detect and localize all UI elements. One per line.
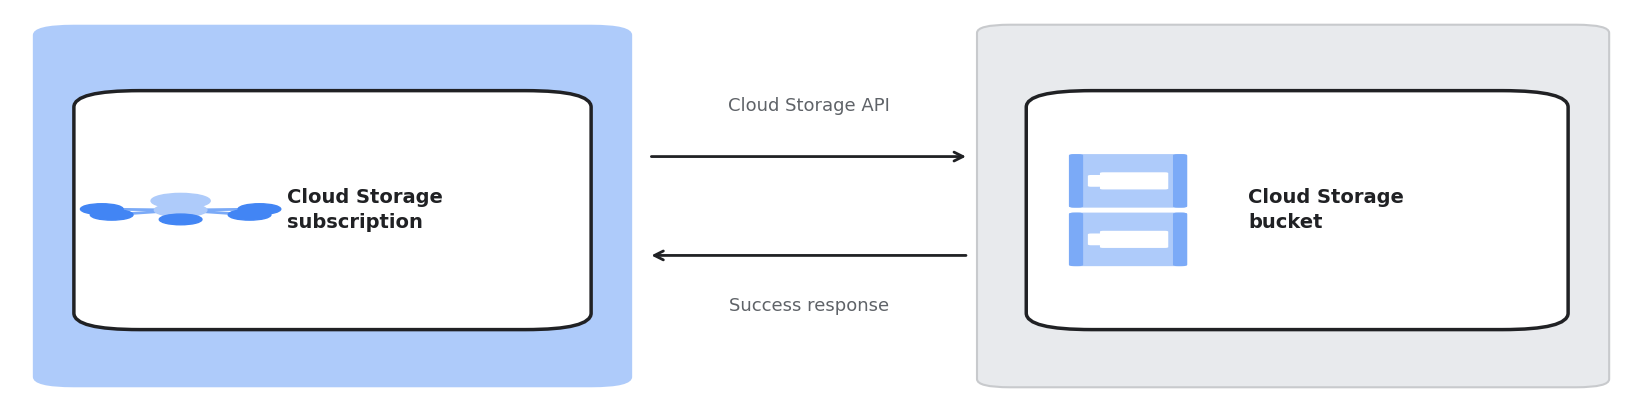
Circle shape (80, 204, 123, 214)
Circle shape (228, 209, 271, 220)
FancyBboxPatch shape (1069, 154, 1084, 208)
FancyBboxPatch shape (1026, 91, 1568, 330)
Circle shape (154, 204, 207, 217)
Circle shape (159, 214, 202, 225)
FancyBboxPatch shape (1172, 213, 1187, 266)
Text: Cloud Storage
bucket: Cloud Storage bucket (1248, 188, 1404, 232)
FancyBboxPatch shape (977, 25, 1609, 387)
Text: Cloud Storage API: Cloud Storage API (727, 97, 890, 115)
FancyBboxPatch shape (1089, 234, 1126, 245)
Text: Success response: Success response (729, 297, 888, 315)
FancyBboxPatch shape (1172, 154, 1187, 208)
Circle shape (151, 193, 210, 208)
FancyBboxPatch shape (74, 91, 591, 330)
FancyBboxPatch shape (1069, 154, 1187, 208)
FancyBboxPatch shape (1069, 213, 1187, 266)
Circle shape (90, 209, 133, 220)
Text: Cloud Storage
subscription: Cloud Storage subscription (287, 188, 443, 232)
FancyBboxPatch shape (33, 25, 632, 387)
FancyBboxPatch shape (1100, 231, 1167, 248)
FancyBboxPatch shape (1069, 213, 1084, 266)
FancyBboxPatch shape (1089, 175, 1126, 187)
FancyBboxPatch shape (1100, 172, 1167, 190)
Circle shape (238, 204, 281, 214)
